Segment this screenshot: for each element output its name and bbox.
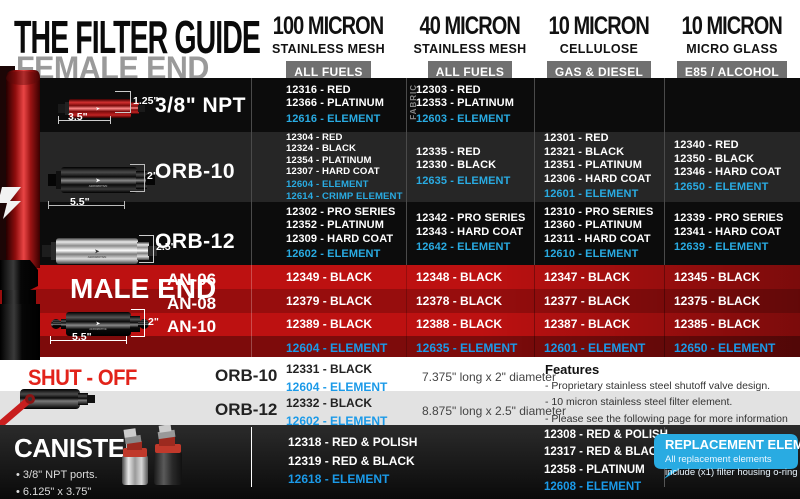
- svg-text:AEROMOTIVE: AEROMOTIVE: [89, 184, 108, 188]
- svg-text:AEROMOTIVE: AEROMOTIVE: [88, 255, 107, 259]
